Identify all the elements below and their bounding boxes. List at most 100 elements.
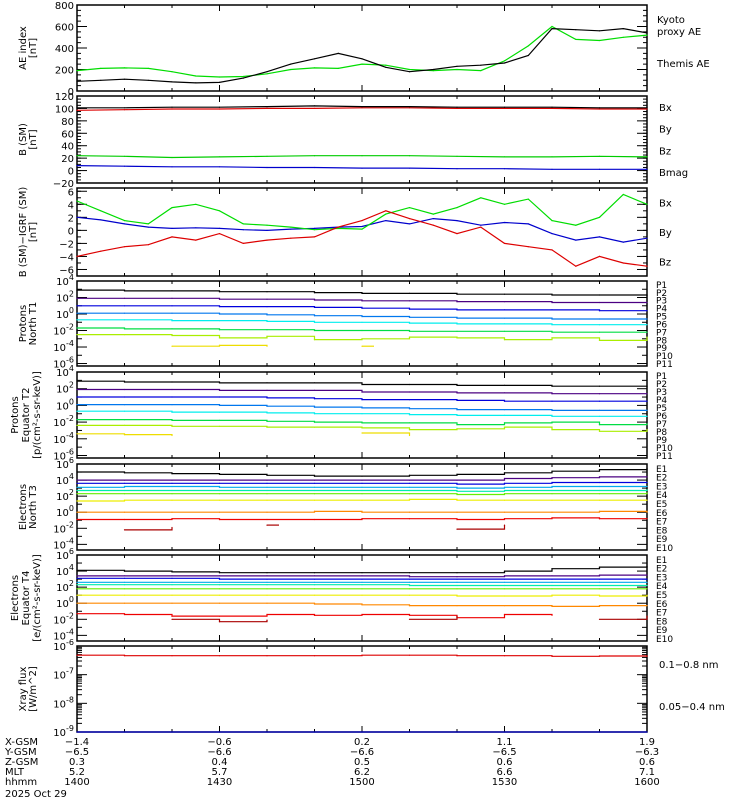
data-point (361, 345, 363, 347)
series-e5 (76, 584, 648, 587)
series-e7 (76, 498, 648, 502)
data-point (266, 588, 268, 590)
data-point (551, 477, 553, 479)
series-line (362, 432, 411, 436)
data-point (123, 588, 126, 590)
data-point (646, 578, 648, 580)
data-point (361, 427, 363, 429)
data-point (408, 511, 411, 513)
legend-entry: E4 (656, 491, 668, 501)
data-point (290, 63, 292, 65)
data-point (100, 79, 102, 81)
y-tick-label: 10-2 (53, 323, 74, 338)
data-point (551, 588, 553, 590)
data-point (266, 320, 268, 322)
legend-entry: E9 (656, 626, 668, 636)
data-point (76, 255, 78, 257)
data-point (171, 731, 173, 733)
y-tick-label: −20 (53, 179, 74, 190)
data-point (598, 255, 601, 257)
legend-entry: P10 (656, 444, 673, 454)
data-point (147, 244, 149, 246)
panel-digrf: −6 −4 −2 0 2 4 6 B (SM)−IGRF (SM) [nT] Bx By Bz (18, 187, 672, 278)
data-point (290, 228, 292, 230)
data-point (361, 578, 363, 580)
data-point (456, 605, 458, 607)
legend-entry: P10 (656, 352, 673, 362)
data-point (218, 233, 221, 235)
series-e10 (123, 524, 506, 531)
data-point (218, 499, 221, 501)
data-point (123, 424, 126, 426)
data-point (646, 481, 648, 484)
series-line (77, 584, 647, 587)
data-point (171, 577, 173, 579)
data-point (408, 316, 411, 318)
data-point (503, 570, 506, 572)
data-point (551, 594, 553, 596)
data-point (76, 588, 78, 590)
panel-frame (76, 463, 648, 551)
data-point (218, 106, 221, 108)
data-point (313, 236, 316, 238)
data-point (598, 493, 601, 495)
y-axis-label: [nT] (28, 129, 39, 149)
data-point (408, 106, 411, 108)
data-point (171, 482, 173, 484)
data-point (503, 60, 506, 62)
data-point (551, 318, 553, 320)
series-e2 (76, 574, 648, 578)
data-point (646, 301, 648, 304)
series-line (457, 525, 506, 530)
y-tick-label: 102 (56, 381, 74, 396)
data-point (171, 227, 173, 229)
data-point (551, 614, 553, 616)
data-point (598, 39, 601, 42)
data-point (598, 595, 601, 597)
data-point (480, 64, 482, 66)
data-point (527, 198, 529, 200)
legend-entry: P3 (656, 297, 667, 307)
data-point (123, 570, 126, 572)
data-point (646, 415, 648, 417)
data-point (266, 420, 268, 422)
data-point (361, 432, 363, 434)
y-axis-label: [nT] (28, 38, 39, 58)
data-point (218, 329, 221, 331)
tick-value: 5.7 (212, 767, 228, 778)
data-point (456, 317, 458, 319)
data-point (622, 262, 624, 264)
data-point (551, 385, 553, 387)
data-point (123, 312, 126, 314)
data-point (551, 481, 553, 484)
data-point (456, 473, 458, 475)
data-point (76, 482, 78, 484)
data-point (218, 108, 221, 110)
data-point (551, 568, 553, 570)
data-point (76, 518, 78, 521)
data-point (218, 291, 221, 293)
data-point (313, 229, 316, 231)
data-point (503, 477, 506, 480)
data-point (385, 64, 387, 66)
data-point (456, 731, 458, 733)
data-point (266, 479, 268, 481)
data-point (361, 486, 363, 488)
data-point (361, 422, 363, 424)
data-point (313, 572, 316, 574)
data-point (456, 518, 458, 521)
tick-value: −0.6 (207, 737, 231, 748)
series-line (409, 616, 458, 620)
data-point (313, 107, 316, 109)
data-point (646, 295, 648, 297)
data-point (76, 433, 78, 435)
y-tick-label: 10-8 (53, 695, 74, 710)
data-point (408, 414, 411, 416)
series-p3 (76, 305, 648, 312)
data-point (456, 428, 458, 430)
data-point (503, 242, 506, 244)
data-point (456, 220, 458, 222)
data-point (337, 227, 339, 229)
